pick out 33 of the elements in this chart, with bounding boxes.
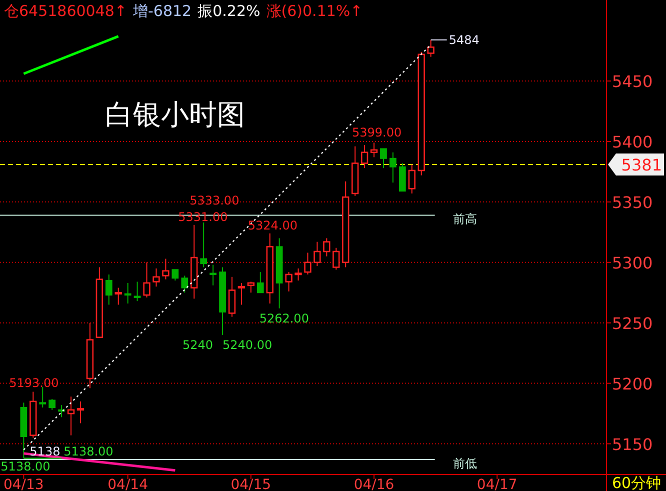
y-tick-label: 5200	[612, 374, 653, 394]
price-label: 5138.00	[0, 459, 50, 474]
ref-line-label: 前低	[452, 456, 477, 470]
ref-line-label: 前高	[452, 212, 477, 226]
annotation: 仓6451860048↑	[4, 2, 128, 20]
x-tick-label: 04/15	[230, 477, 272, 491]
y-tick-label: 5300	[612, 253, 653, 272]
annotation: 5138.00	[64, 444, 114, 458]
y-tick-label: 5350	[612, 192, 653, 212]
text: 白银小时图	[105, 98, 245, 131]
x-tick-label: 04/14	[108, 477, 148, 491]
x-tick-label: 04/16	[354, 477, 394, 491]
price-label: 5138	[30, 444, 60, 458]
price-label: 5240	[182, 338, 214, 352]
price-label: 5193.00	[9, 376, 59, 390]
price-label: 5333.00	[190, 194, 240, 208]
y-tick-label: 5150	[612, 434, 653, 454]
x-tick-label: 04/13	[3, 477, 44, 491]
annotation: 涨(6)0.11%↑	[266, 2, 363, 20]
annotation: 振0.22%	[198, 2, 260, 20]
text: 60分钟	[612, 474, 662, 491]
price-label: 5484	[430, 32, 480, 47]
ref-line-label: 5381	[621, 155, 662, 174]
x-tick-label: 04/17	[476, 477, 518, 491]
price-label: 5262.00	[259, 311, 309, 326]
y-tick-label: 5450	[612, 72, 653, 92]
price-label: 5399.00	[352, 126, 402, 140]
annotation: 增-6812	[132, 2, 192, 20]
y-tick-label: 5400	[612, 132, 653, 152]
y-tick-label: 5250	[612, 314, 653, 333]
price-label: 5324.00	[248, 218, 298, 232]
price-label: 5240.00	[222, 338, 272, 352]
annotation: 5484	[448, 32, 480, 47]
